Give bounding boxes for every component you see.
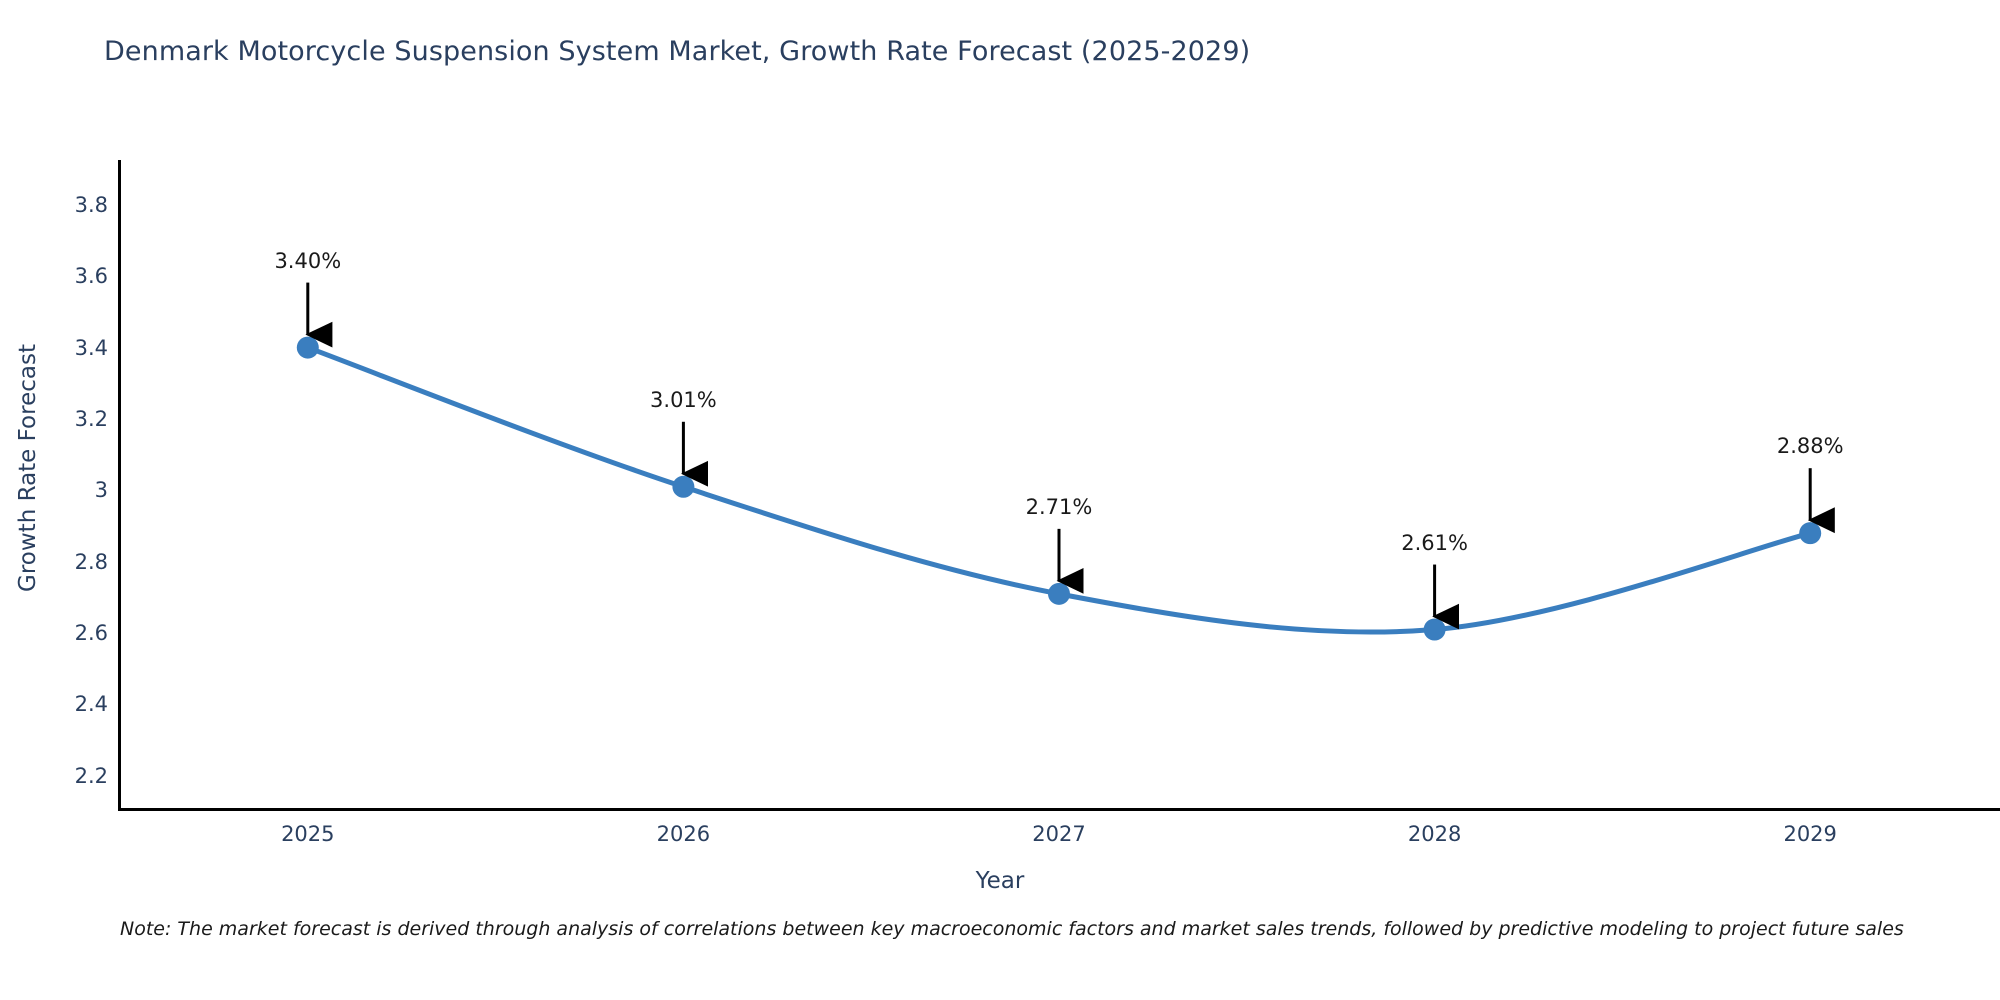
data-point-marker[interactable] [1799,522,1822,545]
data-point-marker[interactable] [296,336,319,359]
data-point-label: 3.01% [650,387,717,412]
chart-footnote: Note: The market forecast is derived thr… [120,918,1904,940]
y-axis-tick: 2.8 [74,549,108,574]
x-axis-title: Year [975,868,1025,894]
data-point-label: 2.88% [1776,434,1844,459]
x-axis-tick: 2027 [1032,822,1086,846]
x-axis-line [118,808,2000,811]
y-axis-tick: 3 [94,478,108,503]
series-line [305,345,1813,635]
y-axis-tick: 3.4 [74,335,108,360]
data-point-markers [296,336,1822,641]
chart-title: Denmark Motorcycle Suspension System Mar… [104,36,1251,67]
data-point-label: 2.71% [1025,494,1093,519]
y-axis-tick-labels: 3.8 3.6 3.4 3.2 3 2.8 2.6 2.4 2.2 [0,0,108,1000]
x-axis-tick: 2025 [281,822,335,846]
annotation-arrows [305,282,1835,630]
x-axis-tick: 2026 [656,822,711,846]
y-axis-tick: 2.4 [74,692,108,717]
y-axis-line [118,160,121,810]
data-point-marker[interactable] [672,475,695,498]
data-point-label: 3.40% [274,248,342,273]
x-axis-tick: 2029 [1783,822,1837,846]
y-axis-tick: 2.6 [74,621,108,646]
x-axis-tick: 2028 [1407,822,1462,846]
data-point-marker[interactable] [1048,582,1070,605]
y-axis-tick: 3.6 [74,264,108,289]
y-axis-tick: 3.8 [74,192,108,217]
y-axis-tick: 2.2 [74,763,108,788]
y-axis-title: Growth Rate Forecast [15,344,41,592]
line-series [305,345,1813,635]
data-point-marker[interactable] [1423,618,1446,641]
data-point-label: 2.61% [1401,530,1468,555]
y-axis-tick: 3.2 [74,406,108,431]
